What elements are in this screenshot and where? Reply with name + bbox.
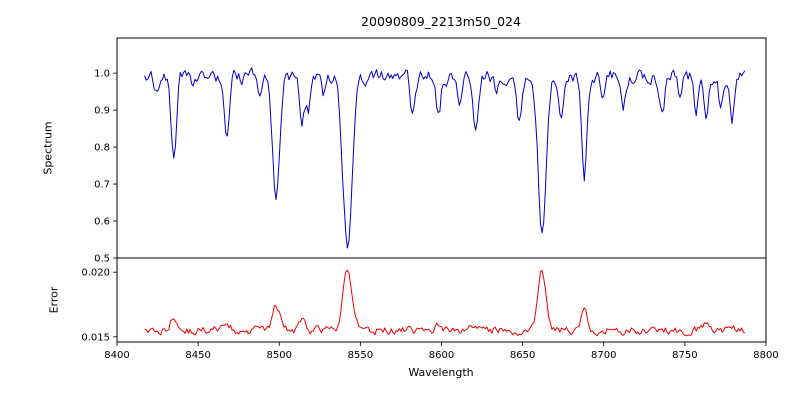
error-ytick-label: 0.020 xyxy=(81,268,110,279)
x-tick-label: 8650 xyxy=(510,350,535,361)
x-tick-label: 8550 xyxy=(348,350,373,361)
spectrum-ytick-label: 0.7 xyxy=(94,180,110,191)
x-tick-label: 8400 xyxy=(104,350,129,361)
x-axis-label: Wavelength xyxy=(408,366,474,379)
spectrum-ytick-label: 0.8 xyxy=(94,143,110,154)
spectrum-ytick-label: 0.6 xyxy=(94,217,110,228)
spectrum-ytick-label: 1.0 xyxy=(94,69,110,80)
x-tick-label: 8450 xyxy=(185,350,210,361)
spectrum-ytick-label: 0.9 xyxy=(94,106,110,117)
error-panel-border xyxy=(116,257,767,343)
spectrum-line xyxy=(144,67,746,249)
x-tick-label: 8750 xyxy=(672,350,697,361)
error-ytick-label: 0.015 xyxy=(81,332,110,343)
spectrum-panel-border xyxy=(116,37,767,259)
spectrum-ytick-label: 0.5 xyxy=(94,254,110,265)
x-tick-label: 8600 xyxy=(429,350,454,361)
x-tick-label: 8800 xyxy=(753,350,778,361)
error-line xyxy=(144,269,746,337)
x-tick-label: 8700 xyxy=(591,350,616,361)
chart-title: 20090809_2213m50_024 xyxy=(361,14,521,29)
x-tick-label: 8500 xyxy=(267,350,292,361)
